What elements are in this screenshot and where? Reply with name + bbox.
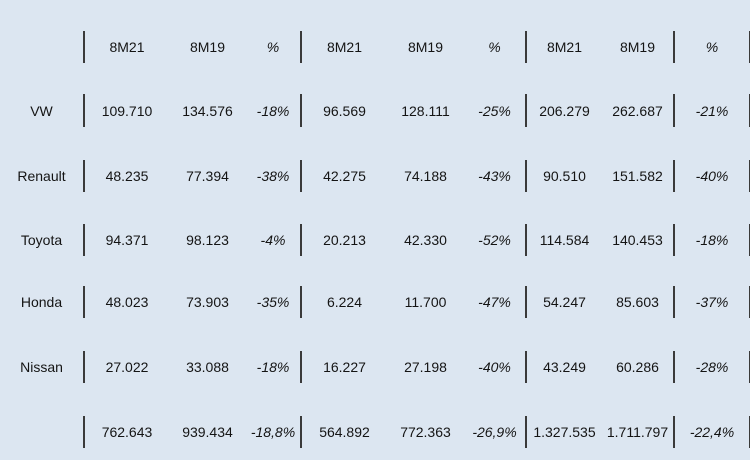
table-row-nissan: Nissan 27.022 33.088 -18% 16.227 27.198 … (0, 351, 750, 383)
value-cell: 27.022 (83, 351, 169, 383)
header-8m19-g3: 8M19 (602, 31, 674, 63)
percent-cell: -37% (673, 286, 750, 318)
header-row: 8M21 8M19 % 8M21 8M19 % 8M21 8M19 % (0, 31, 750, 63)
value-cell: 42.275 (300, 160, 387, 192)
value-cell: 96.569 (300, 94, 387, 127)
total-percent-cell: -26,9% (464, 416, 526, 448)
percent-cell: -18% (673, 224, 750, 256)
row-label: Toyota (0, 224, 84, 256)
separator-row (0, 256, 750, 286)
total-row: 762.643 939.434 -18,8% 564.892 772.363 -… (0, 416, 750, 448)
separator-row (0, 0, 750, 31)
row-label: Nissan (0, 351, 84, 383)
total-value-cell: 939.434 (169, 416, 246, 448)
header-8m21-g2: 8M21 (300, 31, 387, 63)
value-cell: 85.603 (602, 286, 674, 318)
total-percent-cell: -22,4% (673, 416, 750, 448)
percent-cell: -35% (246, 286, 301, 318)
header-8m19-g1: 8M19 (169, 31, 246, 63)
value-cell: 60.286 (602, 351, 674, 383)
separator-band (0, 192, 750, 224)
percent-cell: -28% (673, 351, 750, 383)
value-cell: 20.213 (300, 224, 387, 256)
header-pct-g1: % (246, 31, 301, 63)
separator-band (0, 127, 750, 160)
value-cell: 206.279 (525, 94, 602, 127)
header-empty-cell (0, 31, 84, 63)
separator-row (0, 318, 750, 351)
percent-cell: -40% (464, 351, 526, 383)
value-cell: 33.088 (169, 351, 246, 383)
percent-cell: -43% (464, 160, 526, 192)
value-cell: 42.330 (387, 224, 464, 256)
percent-cell: -18% (246, 351, 301, 383)
row-label: Honda (0, 286, 84, 318)
value-cell: 128.111 (387, 94, 464, 127)
value-cell: 27.198 (387, 351, 464, 383)
value-cell: 54.247 (525, 286, 602, 318)
row-label: Renault (0, 160, 84, 192)
value-cell: 74.188 (387, 160, 464, 192)
separator-row (0, 448, 750, 460)
separator-band (0, 256, 750, 286)
percent-cell: -38% (246, 160, 301, 192)
value-cell: 94.371 (83, 224, 169, 256)
table-row-toyota: Toyota 94.371 98.123 -4% 20.213 42.330 -… (0, 224, 750, 256)
value-cell: 48.023 (83, 286, 169, 318)
total-row-label (0, 416, 84, 448)
percent-cell: -25% (464, 94, 526, 127)
table-row-honda: Honda 48.023 73.903 -35% 6.224 11.700 -4… (0, 286, 750, 318)
percent-cell: -47% (464, 286, 526, 318)
total-value-cell: 1.327.535 (525, 416, 602, 448)
header-pct-g3: % (673, 31, 750, 63)
value-cell: 90.510 (525, 160, 602, 192)
value-cell: 134.576 (169, 94, 246, 127)
separator-band (0, 318, 750, 351)
value-cell: 16.227 (300, 351, 387, 383)
separator-row (0, 127, 750, 160)
value-cell: 98.123 (169, 224, 246, 256)
separator-band (0, 0, 750, 31)
row-label: VW (0, 94, 84, 127)
value-cell: 77.394 (169, 160, 246, 192)
total-value-cell: 1.711.797 (602, 416, 674, 448)
separator-row (0, 192, 750, 224)
table-row-renault: Renault 48.235 77.394 -38% 42.275 74.188… (0, 160, 750, 192)
separator-band (0, 63, 750, 94)
value-cell: 43.249 (525, 351, 602, 383)
value-cell: 11.700 (387, 286, 464, 318)
percent-cell: -21% (673, 94, 750, 127)
percent-cell: -52% (464, 224, 526, 256)
total-value-cell: 772.363 (387, 416, 464, 448)
table-row-vw: VW 109.710 134.576 -18% 96.569 128.111 -… (0, 94, 750, 127)
separator-row (0, 63, 750, 94)
value-cell: 73.903 (169, 286, 246, 318)
value-cell: 6.224 (300, 286, 387, 318)
value-cell: 114.584 (525, 224, 602, 256)
value-cell: 262.687 (602, 94, 674, 127)
total-percent-cell: -18,8% (246, 416, 301, 448)
value-cell: 140.453 (602, 224, 674, 256)
header-8m19-g2: 8M19 (387, 31, 464, 63)
value-cell: 48.235 (83, 160, 169, 192)
value-cell: 109.710 (83, 94, 169, 127)
header-8m21-g1: 8M21 (83, 31, 169, 63)
header-8m21-g3: 8M21 (525, 31, 602, 63)
percent-cell: -40% (673, 160, 750, 192)
percent-cell: -18% (246, 94, 301, 127)
total-value-cell: 762.643 (83, 416, 169, 448)
separator-band (0, 383, 750, 416)
header-pct-g2: % (464, 31, 526, 63)
separator-band (0, 448, 750, 460)
value-cell: 151.582 (602, 160, 674, 192)
separator-row (0, 383, 750, 416)
total-value-cell: 564.892 (300, 416, 387, 448)
percent-cell: -4% (246, 224, 301, 256)
